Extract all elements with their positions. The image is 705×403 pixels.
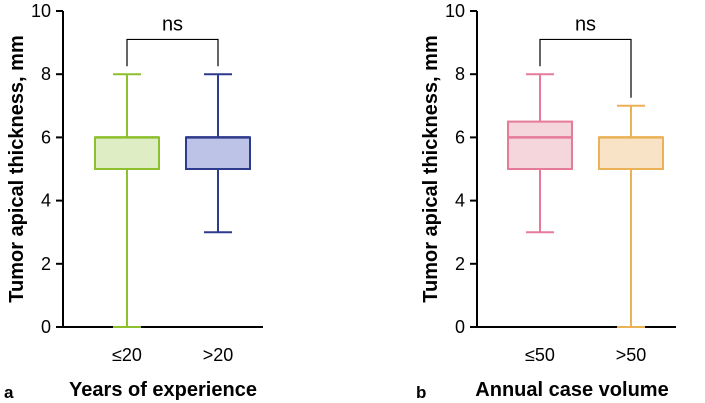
y-tick-label: 8 <box>455 64 465 84</box>
box->20 <box>185 73 251 234</box>
box-≤50 <box>507 73 573 234</box>
x-tick-label: >50 <box>616 345 647 365</box>
iqr-box <box>598 136 664 170</box>
y-tick-label: 4 <box>455 191 465 211</box>
iqr-box <box>94 136 160 170</box>
x-axis-label: Annual case volume <box>475 379 668 401</box>
significance-label: ns <box>162 13 183 35</box>
x-tick-label: ≤20 <box>112 345 142 365</box>
box-≤20 <box>94 73 160 328</box>
y-tick-label: 2 <box>41 254 51 274</box>
box->50 <box>598 104 664 328</box>
y-tick-label: 8 <box>41 64 51 84</box>
y-tick-label: 2 <box>455 254 465 274</box>
significance-bracket <box>126 38 219 67</box>
y-tick-label: 6 <box>41 127 51 147</box>
panel-letter: b <box>416 383 426 402</box>
y-axis-label: Tumor apical thickness, mm <box>6 35 28 303</box>
iqr-box <box>185 136 251 170</box>
y-axis-label: Tumor apical thickness, mm <box>420 35 442 303</box>
iqr-box <box>507 120 573 170</box>
y-tick-label: 0 <box>455 317 465 337</box>
y-tick-label: 0 <box>41 317 51 337</box>
significance-bracket <box>539 38 632 98</box>
y-tick-label: 10 <box>445 1 465 21</box>
significance-label: ns <box>575 13 596 35</box>
y-tick-label: 6 <box>455 127 465 147</box>
x-tick-label: ≤50 <box>525 345 555 365</box>
y-tick-label: 10 <box>31 1 51 21</box>
x-tick-label: >20 <box>203 345 234 365</box>
y-tick-label: 4 <box>41 191 51 211</box>
x-axis-label: Years of experience <box>69 379 257 401</box>
panel-letter: a <box>4 383 14 402</box>
